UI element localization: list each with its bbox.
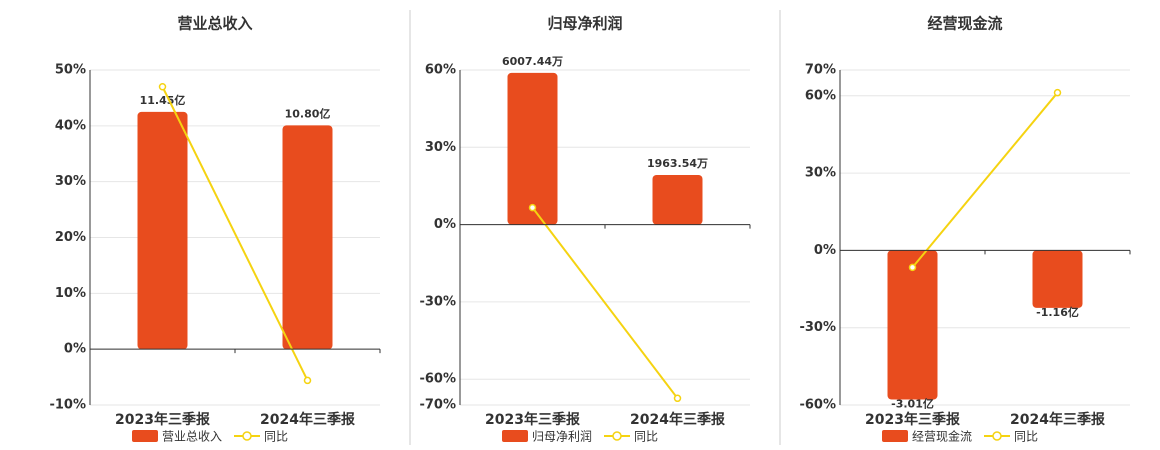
line-point [673,394,682,403]
legend-label: 同比 [634,430,658,444]
y-tick-label: 40% [55,118,86,133]
legend-label: 经营现金流 [912,429,972,444]
y-tick-label: 50% [55,63,86,78]
y-tick-label: 60% [425,63,456,78]
data-label: -3.01亿 [891,397,934,411]
data-label: 1963.54万 [647,157,708,170]
y-tick-label: -30% [799,320,836,335]
y-tick-label: -10% [49,398,86,413]
legend-swatch [502,430,528,442]
line [911,92,1059,269]
y-tick-label: -70% [419,398,456,413]
bar [137,111,188,350]
y-tick-label: 30% [55,174,86,189]
legend-swatch [242,431,252,441]
data-label: -1.16亿 [1036,305,1079,319]
line-point [908,263,917,272]
x-tick-label: 2024年三季报 [1010,411,1105,428]
line [161,86,309,381]
y-tick-label: 0% [434,217,456,232]
bar [507,72,558,225]
y-tick-label: 70% [805,63,836,78]
y-tick-label: 30% [425,140,456,155]
x-tick-label: 2024年三季报 [260,411,355,428]
legend-swatch [992,431,1002,441]
bar [887,250,938,400]
legend-swatch [132,430,158,442]
legend-label: 同比 [1014,430,1038,444]
legend-label: 归母净利润 [532,430,592,444]
y-tick-label: 0% [64,342,86,357]
line-point [1053,88,1062,97]
bar [282,125,333,350]
y-tick-label: 10% [55,286,86,301]
x-tick-label: 2023年三季报 [865,411,960,428]
data-label: 10.80亿 [285,106,331,120]
data-label: 11.45亿 [140,93,186,107]
x-tick-label: 2023年三季报 [485,411,580,428]
chart-title: 营业总收入 [177,15,252,33]
bar [1032,250,1083,308]
bar [652,175,703,225]
y-tick-label: 20% [55,230,86,245]
line-point [158,83,167,91]
y-tick-label: -30% [419,294,456,309]
legend-label: 同比 [264,430,288,444]
line [531,207,679,399]
line-point [303,376,312,385]
y-tick-label: -60% [799,398,836,413]
y-tick-label: 0% [814,243,836,258]
data-label: 6007.44万 [502,55,563,68]
chart-title: 经营现金流 [927,15,1002,33]
y-tick-label: 60% [805,88,836,103]
legend-swatch [882,430,908,442]
chart-title: 归母净利润 [547,15,622,33]
y-tick-label: -60% [419,372,456,387]
legend-swatch [612,431,622,441]
line-point [528,203,537,212]
y-tick-label: 30% [805,166,836,181]
legend-label: 营业总收入 [162,430,222,444]
x-tick-label: 2023年三季报 [115,411,210,428]
x-tick-label: 2024年三季报 [630,411,725,428]
